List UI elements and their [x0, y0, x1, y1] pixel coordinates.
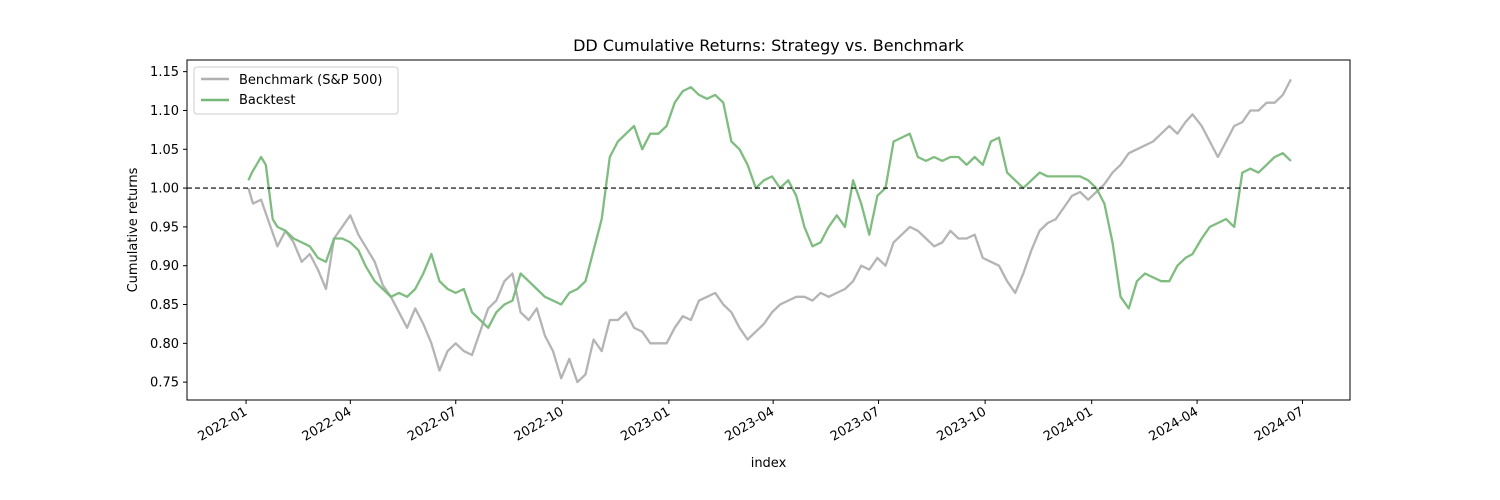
y-axis: 0.75 0.80 0.85 0.90 0.95 1.00 1.05 1.10 1.15	[150, 65, 187, 391]
legend-label-benchmark: Benchmark (S&P 500)	[239, 73, 383, 88]
series-line-benchmark	[247, 78, 1292, 384]
chart-title: DD Cumulative Returns: Strategy vs. Benc…	[573, 36, 965, 55]
legend-label-backtest: Backtest	[239, 93, 296, 108]
y-tick-label: 0.75	[150, 376, 179, 391]
series-line-backtest	[247, 86, 1292, 329]
y-tick-label: 1.00	[150, 182, 179, 197]
y-tick-label: 0.80	[150, 337, 179, 352]
y-axis-title: Cumulative returns	[126, 167, 141, 292]
legend: Benchmark (S&P 500) Backtest	[193, 66, 399, 115]
legend-box	[193, 66, 399, 115]
y-tick-label: 1.15	[150, 65, 179, 80]
y-tick-label: 0.90	[150, 259, 179, 274]
y-tick-label: 0.85	[150, 298, 179, 313]
y-tick-label: 0.95	[150, 220, 179, 235]
plot-frame	[186, 59, 1351, 401]
x-axis-title: index	[751, 456, 787, 471]
y-tick-label: 1.05	[150, 143, 179, 158]
y-tick-label: 1.10	[150, 104, 179, 119]
series-layer	[247, 78, 1292, 384]
